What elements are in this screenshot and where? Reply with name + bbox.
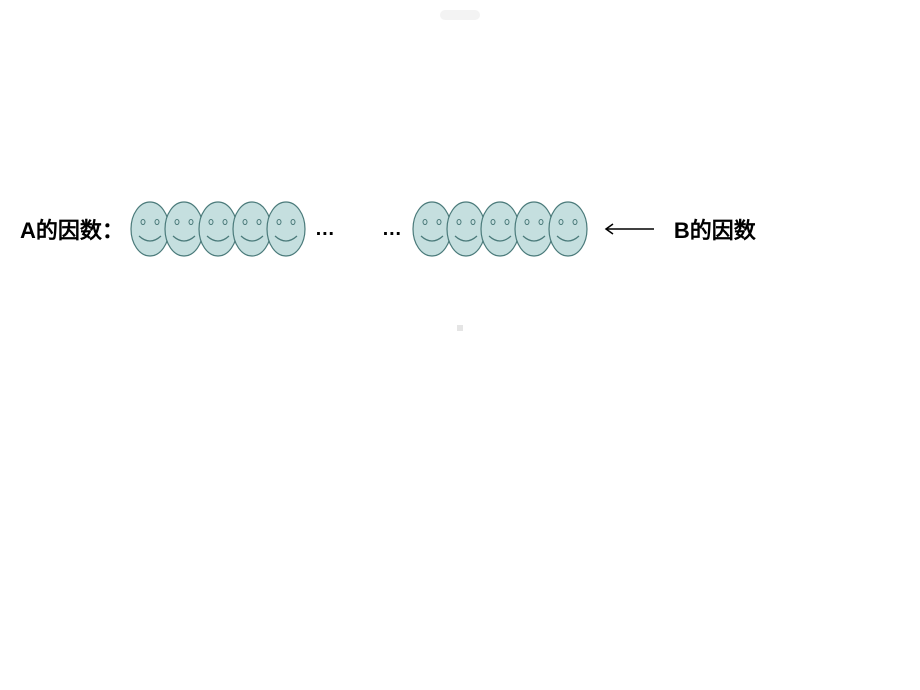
top-handle-marker [440, 10, 480, 20]
smiley-face [547, 200, 589, 258]
label-b-factors: B的因数 [674, 213, 756, 245]
ellipsis-right: … [382, 218, 403, 241]
label-a-factors: A的因数： [20, 213, 124, 245]
ellipsis-left: … [315, 218, 336, 241]
smiley-face [265, 200, 307, 258]
arrow-left-icon [599, 222, 654, 236]
face-group-b [411, 200, 589, 258]
diagram-container: A的因数： … … [20, 200, 756, 258]
face-group-a [129, 200, 307, 258]
center-marker [457, 325, 463, 331]
